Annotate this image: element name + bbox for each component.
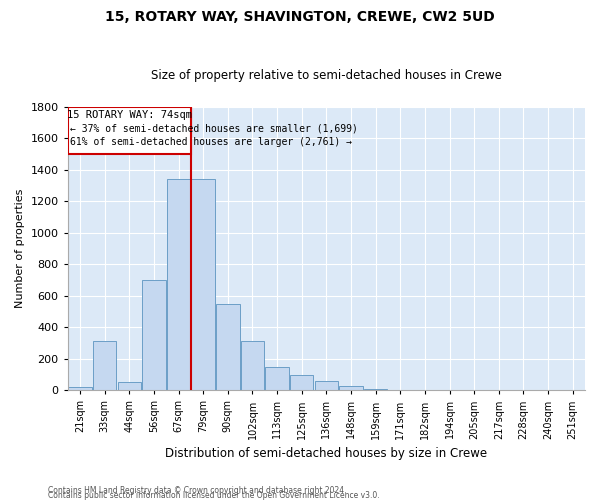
Text: ← 37% of semi-detached houses are smaller (1,699): ← 37% of semi-detached houses are smalle…	[70, 123, 358, 133]
Text: 15, ROTARY WAY, SHAVINGTON, CREWE, CW2 5UD: 15, ROTARY WAY, SHAVINGTON, CREWE, CW2 5…	[105, 10, 495, 24]
Bar	[241, 342, 264, 390]
Bar	[265, 366, 289, 390]
FancyBboxPatch shape	[68, 107, 191, 154]
Text: 15 ROTARY WAY: 74sqm: 15 ROTARY WAY: 74sqm	[67, 110, 192, 120]
Bar	[142, 280, 166, 390]
Bar	[339, 386, 362, 390]
Y-axis label: Number of properties: Number of properties	[15, 189, 25, 308]
Bar	[290, 376, 313, 390]
Bar	[93, 340, 116, 390]
Bar	[68, 387, 92, 390]
Bar	[364, 388, 388, 390]
Text: Contains HM Land Registry data © Crown copyright and database right 2024.: Contains HM Land Registry data © Crown c…	[48, 486, 347, 495]
Bar	[167, 179, 190, 390]
Bar	[191, 179, 215, 390]
Bar	[314, 381, 338, 390]
Bar	[118, 382, 141, 390]
Title: Size of property relative to semi-detached houses in Crewe: Size of property relative to semi-detach…	[151, 69, 502, 82]
Bar	[216, 304, 239, 390]
X-axis label: Distribution of semi-detached houses by size in Crewe: Distribution of semi-detached houses by …	[165, 447, 487, 460]
Text: 61% of semi-detached houses are larger (2,761) →: 61% of semi-detached houses are larger (…	[70, 137, 352, 147]
Text: Contains public sector information licensed under the Open Government Licence v3: Contains public sector information licen…	[48, 491, 380, 500]
